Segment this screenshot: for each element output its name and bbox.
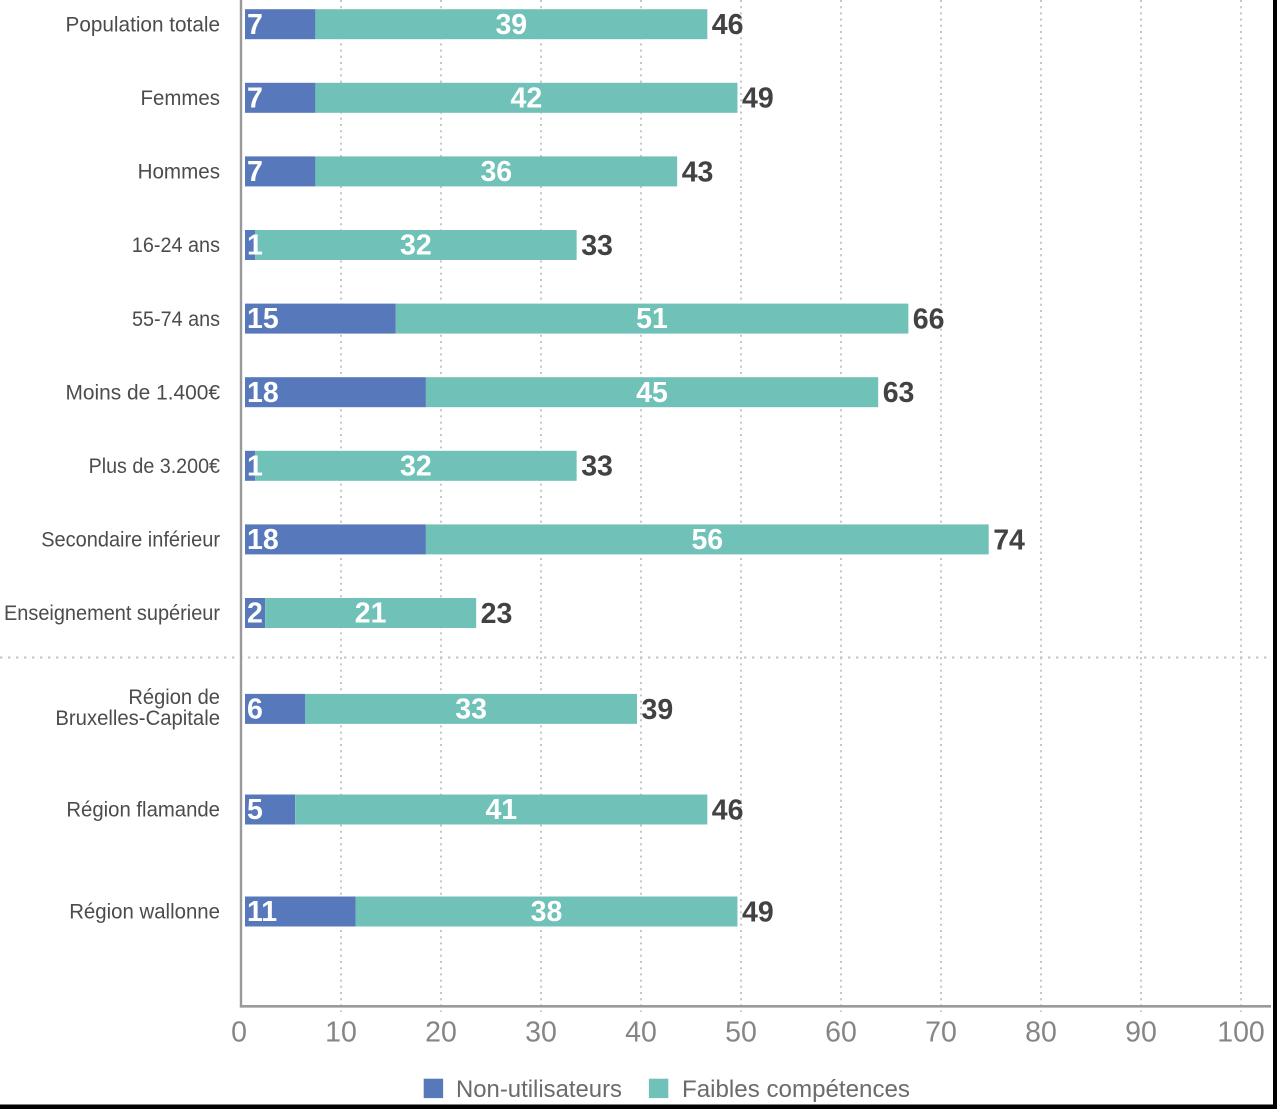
svg-text:1: 1 (247, 450, 263, 482)
svg-text:Région wallonne: Région wallonne (69, 901, 220, 924)
svg-text:41: 41 (485, 794, 517, 826)
svg-text:51: 51 (636, 303, 668, 335)
svg-text:Moins de 1.400€: Moins de 1.400€ (66, 381, 221, 404)
svg-text:36: 36 (480, 156, 512, 188)
svg-text:50: 50 (725, 1017, 757, 1049)
svg-text:70: 70 (925, 1017, 957, 1049)
svg-text:63: 63 (883, 377, 915, 409)
svg-text:18: 18 (247, 524, 279, 556)
svg-text:Bruxelles-Capitale: Bruxelles-Capitale (55, 707, 220, 730)
svg-text:6: 6 (247, 694, 263, 726)
svg-text:55-74 ans: 55-74 ans (132, 308, 220, 331)
svg-text:7: 7 (247, 156, 263, 188)
svg-text:33: 33 (455, 694, 487, 726)
svg-text:Région flamande: Région flamande (66, 799, 220, 822)
svg-text:7: 7 (247, 9, 263, 41)
svg-text:Hommes: Hommes (138, 161, 220, 184)
svg-text:32: 32 (400, 230, 432, 262)
svg-text:56: 56 (691, 524, 723, 556)
svg-text:16-24 ans: 16-24 ans (132, 234, 220, 257)
svg-text:11: 11 (247, 896, 277, 928)
svg-text:1: 1 (247, 230, 263, 262)
svg-text:39: 39 (642, 694, 674, 726)
svg-text:33: 33 (581, 230, 613, 262)
svg-text:Non-utilisateurs: Non-utilisateurs (456, 1076, 622, 1103)
svg-text:33: 33 (581, 451, 613, 483)
svg-text:49: 49 (742, 896, 774, 928)
svg-text:5: 5 (247, 794, 263, 826)
svg-text:21: 21 (355, 598, 387, 630)
svg-text:74: 74 (993, 524, 1025, 556)
svg-text:32: 32 (400, 450, 432, 482)
svg-text:Femmes: Femmes (141, 87, 221, 110)
svg-text:42: 42 (511, 82, 543, 114)
svg-text:90: 90 (1125, 1017, 1157, 1049)
svg-text:46: 46 (712, 9, 744, 41)
svg-text:Faibles compétences: Faibles compétences (682, 1076, 910, 1103)
svg-text:23: 23 (481, 598, 513, 630)
svg-text:2: 2 (247, 598, 263, 630)
svg-text:39: 39 (495, 9, 527, 41)
svg-text:49: 49 (742, 83, 774, 115)
svg-text:66: 66 (913, 304, 945, 336)
svg-text:Plus de 3.200€: Plus de 3.200€ (89, 455, 221, 478)
svg-text:40: 40 (625, 1017, 657, 1049)
svg-text:45: 45 (636, 377, 668, 409)
svg-text:18: 18 (247, 377, 279, 409)
svg-text:80: 80 (1025, 1017, 1057, 1049)
svg-text:30: 30 (525, 1017, 557, 1049)
svg-text:60: 60 (825, 1017, 857, 1049)
svg-text:0: 0 (231, 1017, 247, 1049)
svg-text:7: 7 (247, 82, 263, 114)
svg-text:Enseignement supérieur: Enseignement supérieur (4, 602, 220, 625)
svg-text:Population totale: Population totale (66, 13, 221, 36)
svg-text:Région de: Région de (128, 686, 220, 709)
svg-text:46: 46 (712, 794, 744, 826)
svg-text:20: 20 (425, 1017, 457, 1049)
svg-text:Secondaire inférieur: Secondaire inférieur (41, 529, 220, 552)
svg-text:38: 38 (531, 896, 563, 928)
svg-text:100: 100 (1217, 1017, 1265, 1049)
svg-text:15: 15 (247, 303, 279, 335)
svg-text:10: 10 (325, 1017, 357, 1049)
svg-text:43: 43 (682, 156, 714, 188)
